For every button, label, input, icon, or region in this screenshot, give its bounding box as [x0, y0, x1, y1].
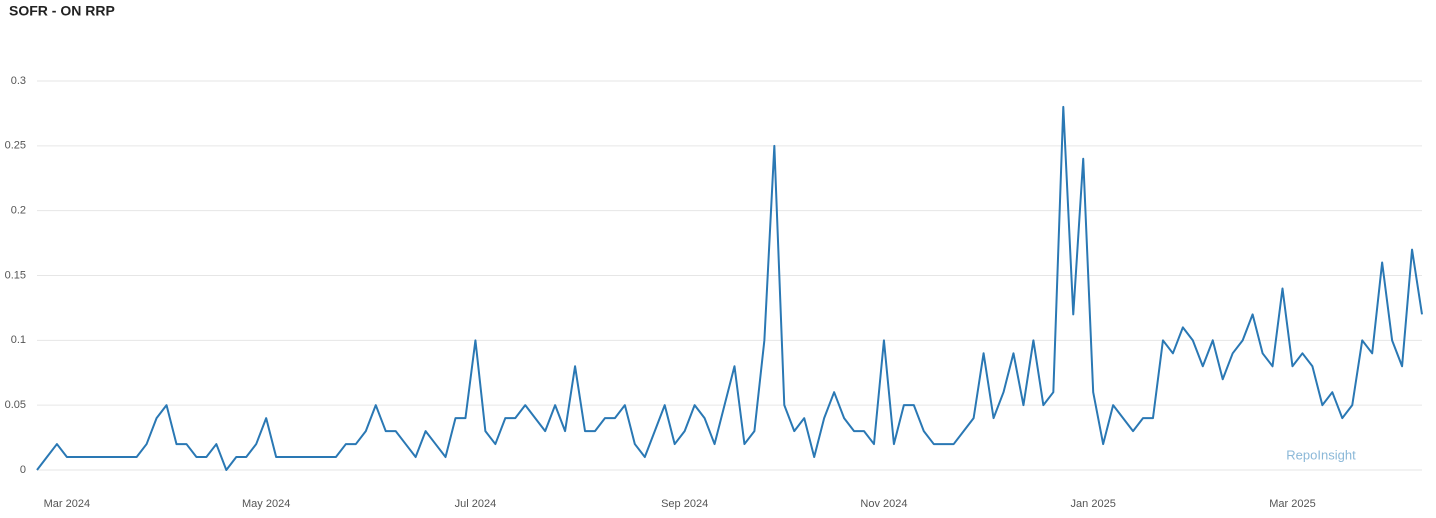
x-tick-label: Jul 2024 [455, 498, 497, 510]
line [36, 105, 1423, 471]
y-tick-label: 0.15 [5, 269, 26, 281]
chart-title: SOFR - ON RRP [9, 3, 115, 19]
x-tick-label: Mar 2025 [1269, 498, 1315, 510]
y-tick-label: 0.1 [11, 334, 26, 346]
y-tick-label: 0.3 [11, 75, 26, 87]
y-tick-label: 0.05 [5, 399, 26, 411]
y-tick-label: 0.25 [5, 140, 26, 152]
x-tick-label: May 2024 [242, 498, 290, 510]
x-tick-label: Mar 2024 [44, 498, 90, 510]
y-tick-label: 0.2 [11, 205, 26, 217]
x-tick-label: Jan 2025 [1071, 498, 1116, 510]
watermark: RepoInsight [1286, 447, 1356, 462]
x-tick-label: Sep 2024 [661, 498, 708, 510]
y-tick-label: 0 [20, 464, 26, 476]
x-tick-label: Nov 2024 [860, 498, 907, 510]
